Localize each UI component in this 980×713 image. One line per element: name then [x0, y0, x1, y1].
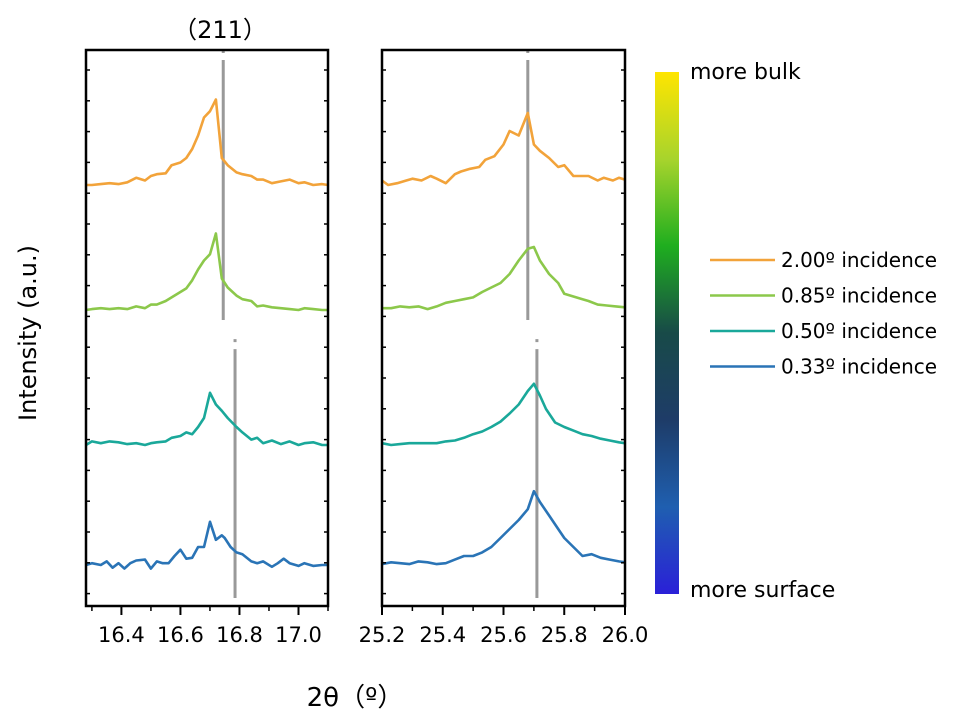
series-line-0-33-incidence	[381, 489, 626, 566]
x-tick-label: 26.0	[602, 623, 649, 647]
series-line-0-85-incidence	[85, 232, 328, 312]
x-tick-label: 25.2	[359, 623, 406, 647]
x-tick-label: 25.4	[419, 623, 466, 647]
legend-entry: 0.50º incidence	[781, 319, 937, 343]
x-axis-label: 2θ（º）	[307, 683, 404, 713]
series-line-2-00-incidence	[86, 98, 329, 187]
series-line-2-00-incidence	[381, 111, 626, 187]
y-axis-label: Intensity (a.u.)	[14, 245, 42, 421]
x-tick-label: 25.6	[480, 623, 527, 647]
panel-frame	[84, 48, 330, 608]
panel-frame	[380, 48, 627, 608]
series-line-0-50-incidence	[85, 391, 328, 447]
colorbar-bottom-label: more surface	[690, 578, 835, 603]
colorbar-top-label: more bulk	[690, 60, 801, 85]
colorbar: more bulk more surface	[655, 60, 835, 603]
x-tick-label: 16.6	[157, 623, 204, 647]
legend: 2.00º incidence 0.85º incidence 0.50º inci…	[710, 248, 937, 379]
panel-1: 16.4 16.6 16.8 17.0	[84, 48, 330, 647]
legend-entry: 0.33º incidence	[781, 355, 937, 379]
x-tick-label: 25.8	[541, 623, 588, 647]
series-line-0-50-incidence	[381, 382, 626, 447]
series-line-0-33-incidence	[85, 520, 328, 570]
x-tick-label: 16.4	[98, 623, 145, 647]
legend-entry: 0.85º incidence	[781, 284, 937, 308]
series-line-0-85-incidence	[382, 245, 626, 311]
chart-title: （211）	[173, 16, 267, 44]
panel-2: 25.2 25.4 25.6 25.8 26.0	[359, 48, 649, 647]
colorbar-gradient	[655, 72, 679, 594]
x-tick-label: 16.8	[216, 623, 263, 647]
legend-entry: 2.00º incidence	[781, 248, 937, 272]
plot-panels: 16.4 16.6 16.8 17.0 25.2 25.4 25.6 25.8 26.0	[84, 48, 649, 647]
x-tick-label: 17.0	[275, 623, 322, 647]
